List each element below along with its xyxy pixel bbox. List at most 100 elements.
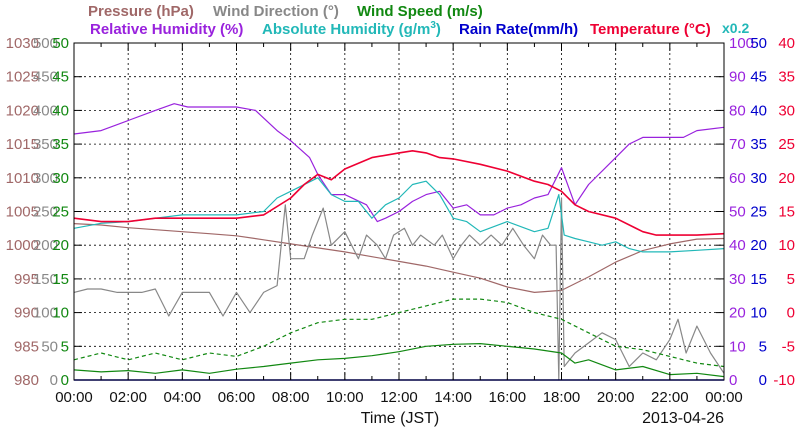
x-axis-title: Time (JST) [361,410,440,427]
legend-item: Rain Rate(mm/h) [459,21,578,38]
y-tick-label-rain-rate: 35 [750,136,767,153]
y-tick-label-wind-speed: 10 [52,305,69,322]
axes: 9809859909951000100510101015102010251030… [6,35,795,406]
y-tick-label-relative-humidity: 70 [729,136,746,153]
y-tick-label-pressure: 1025 [6,69,39,86]
y-tick-label-wind-direction: 200 [33,237,58,254]
y-tick-label-wind-direction: 500 [33,35,58,52]
y-tick-label-pressure: 1005 [6,204,39,221]
x-tick-label: 12:00 [380,389,418,406]
date-label: 2013-04-26 [642,410,724,427]
series-line-pressure-hpa [73,223,725,293]
y-tick-label-rain-rate: 40 [750,102,767,119]
y-tick-label-temperature: 20 [778,170,795,187]
y-tick-label-rain-rate: 5 [759,338,767,355]
series-line-wind-direction [73,197,725,381]
y-tick-label-wind-speed: 15 [52,271,69,288]
y-tick-label-wind-speed: 40 [52,102,69,119]
y-tick-label-pressure: 985 [14,338,39,355]
y-tick-label-wind-direction: 350 [33,136,58,153]
x-tick-label: 18:00 [543,389,581,406]
y-tick-label-wind-direction: 150 [33,271,58,288]
y-tick-label-temperature: -5 [782,338,795,355]
x-tick-label: 00:00 [705,389,743,406]
y-tick-label-temperature: 5 [787,271,795,288]
y-tick-label-relative-humidity: 30 [729,271,746,288]
y-tick-label-rain-rate: 10 [750,305,767,322]
y-tick-label-rain-rate: 20 [750,237,767,254]
y-tick-label-relative-humidity: 80 [729,102,746,119]
y-tick-label-relative-humidity: 40 [729,237,746,254]
x-tick-label: 14:00 [434,389,472,406]
y-tick-label-pressure: 1000 [6,237,39,254]
y-tick-label-wind-speed: 35 [52,136,69,153]
x-tick-label: 08:00 [272,389,310,406]
x-tick-label: 10:00 [326,389,364,406]
legend-item: Absolute Humidity (g/m3) [262,20,441,38]
series-line-wind-speed-m-s [73,343,725,378]
y-tick-label-rain-rate: 25 [750,204,767,221]
y-tick-label-pressure: 1030 [6,35,39,52]
y-tick-label-relative-humidity: 100 [729,35,754,52]
y-tick-label-rain-rate: 45 [750,69,767,86]
plot-frame [73,42,725,381]
x-tick-label: 04:00 [164,389,202,406]
legend-item: Wind Speed (m/s) [357,3,483,20]
y-tick-label-relative-humidity: 0 [729,372,737,389]
y-tick-label-wind-speed: 30 [52,170,69,187]
y-tick-label-pressure: 995 [14,271,39,288]
y-tick-label-wind-speed: 25 [52,204,69,221]
y-tick-label-pressure: 1015 [6,136,39,153]
y-tick-label-temperature: 0 [787,305,795,322]
y-tick-label-wind-speed: 5 [61,338,69,355]
series-line-wind-speed-gust-m-s [73,298,725,368]
series-line-absolute-humidity-g-m3 [73,177,725,253]
y-tick-label-rain-rate: 30 [750,170,767,187]
y-tick-label-pressure: 1010 [6,170,39,187]
y-tick-label-temperature: 10 [778,237,795,254]
scale-note: x0.2 [722,20,749,36]
y-tick-label-rain-rate: 50 [750,35,767,52]
x-tick-label: 22:00 [651,389,689,406]
series-line-temperature-c [73,150,725,236]
y-tick-label-wind-direction: 400 [33,102,58,119]
x-tick-label: 16:00 [489,389,527,406]
y-tick-label-wind-direction: 50 [41,338,58,355]
series-line-relative-humidity [73,103,725,223]
x-tick-label: 20:00 [597,389,635,406]
y-tick-label-pressure: 980 [14,372,39,389]
y-tick-label-wind-speed: 50 [52,35,69,52]
y-tick-label-relative-humidity: 50 [729,204,746,221]
legend: Pressure (hPa) Wind Direction (°) Wind Spe… [88,3,711,38]
y-tick-label-wind-direction: 450 [33,69,58,86]
y-tick-label-wind-direction: 0 [50,372,58,389]
y-tick-label-temperature: -10 [773,372,795,389]
y-tick-label-rain-rate: 0 [759,372,767,389]
y-tick-label-pressure: 1020 [6,102,39,119]
y-tick-label-temperature: 40 [778,35,795,52]
y-tick-label-pressure: 990 [14,305,39,322]
y-tick-label-temperature: 35 [778,69,795,86]
x-tick-label: 02:00 [109,389,147,406]
y-tick-label-wind-speed: 45 [52,69,69,86]
y-tick-label-temperature: 30 [778,102,795,119]
y-tick-label-relative-humidity: 90 [729,69,746,86]
y-tick-label-temperature: 25 [778,136,795,153]
y-tick-label-relative-humidity: 60 [729,170,746,187]
legend-item: Pressure (hPa) [88,3,194,20]
y-tick-label-wind-speed: 20 [52,237,69,254]
legend-item: Temperature (°C) [590,21,711,38]
legend-item: Relative Humidity (%) [90,21,243,38]
y-tick-label-relative-humidity: 20 [729,305,746,322]
y-tick-label-wind-direction: 250 [33,204,58,221]
y-tick-label-wind-direction: 100 [33,305,58,322]
x-tick-label: 00:00 [55,389,93,406]
y-tick-label-rain-rate: 15 [750,271,767,288]
y-tick-label-wind-speed: 0 [61,372,69,389]
y-tick-label-temperature: 15 [778,204,795,221]
y-tick-label-relative-humidity: 10 [729,338,746,355]
y-tick-label-wind-direction: 300 [33,170,58,187]
legend-item: Wind Direction (°) [213,3,339,20]
